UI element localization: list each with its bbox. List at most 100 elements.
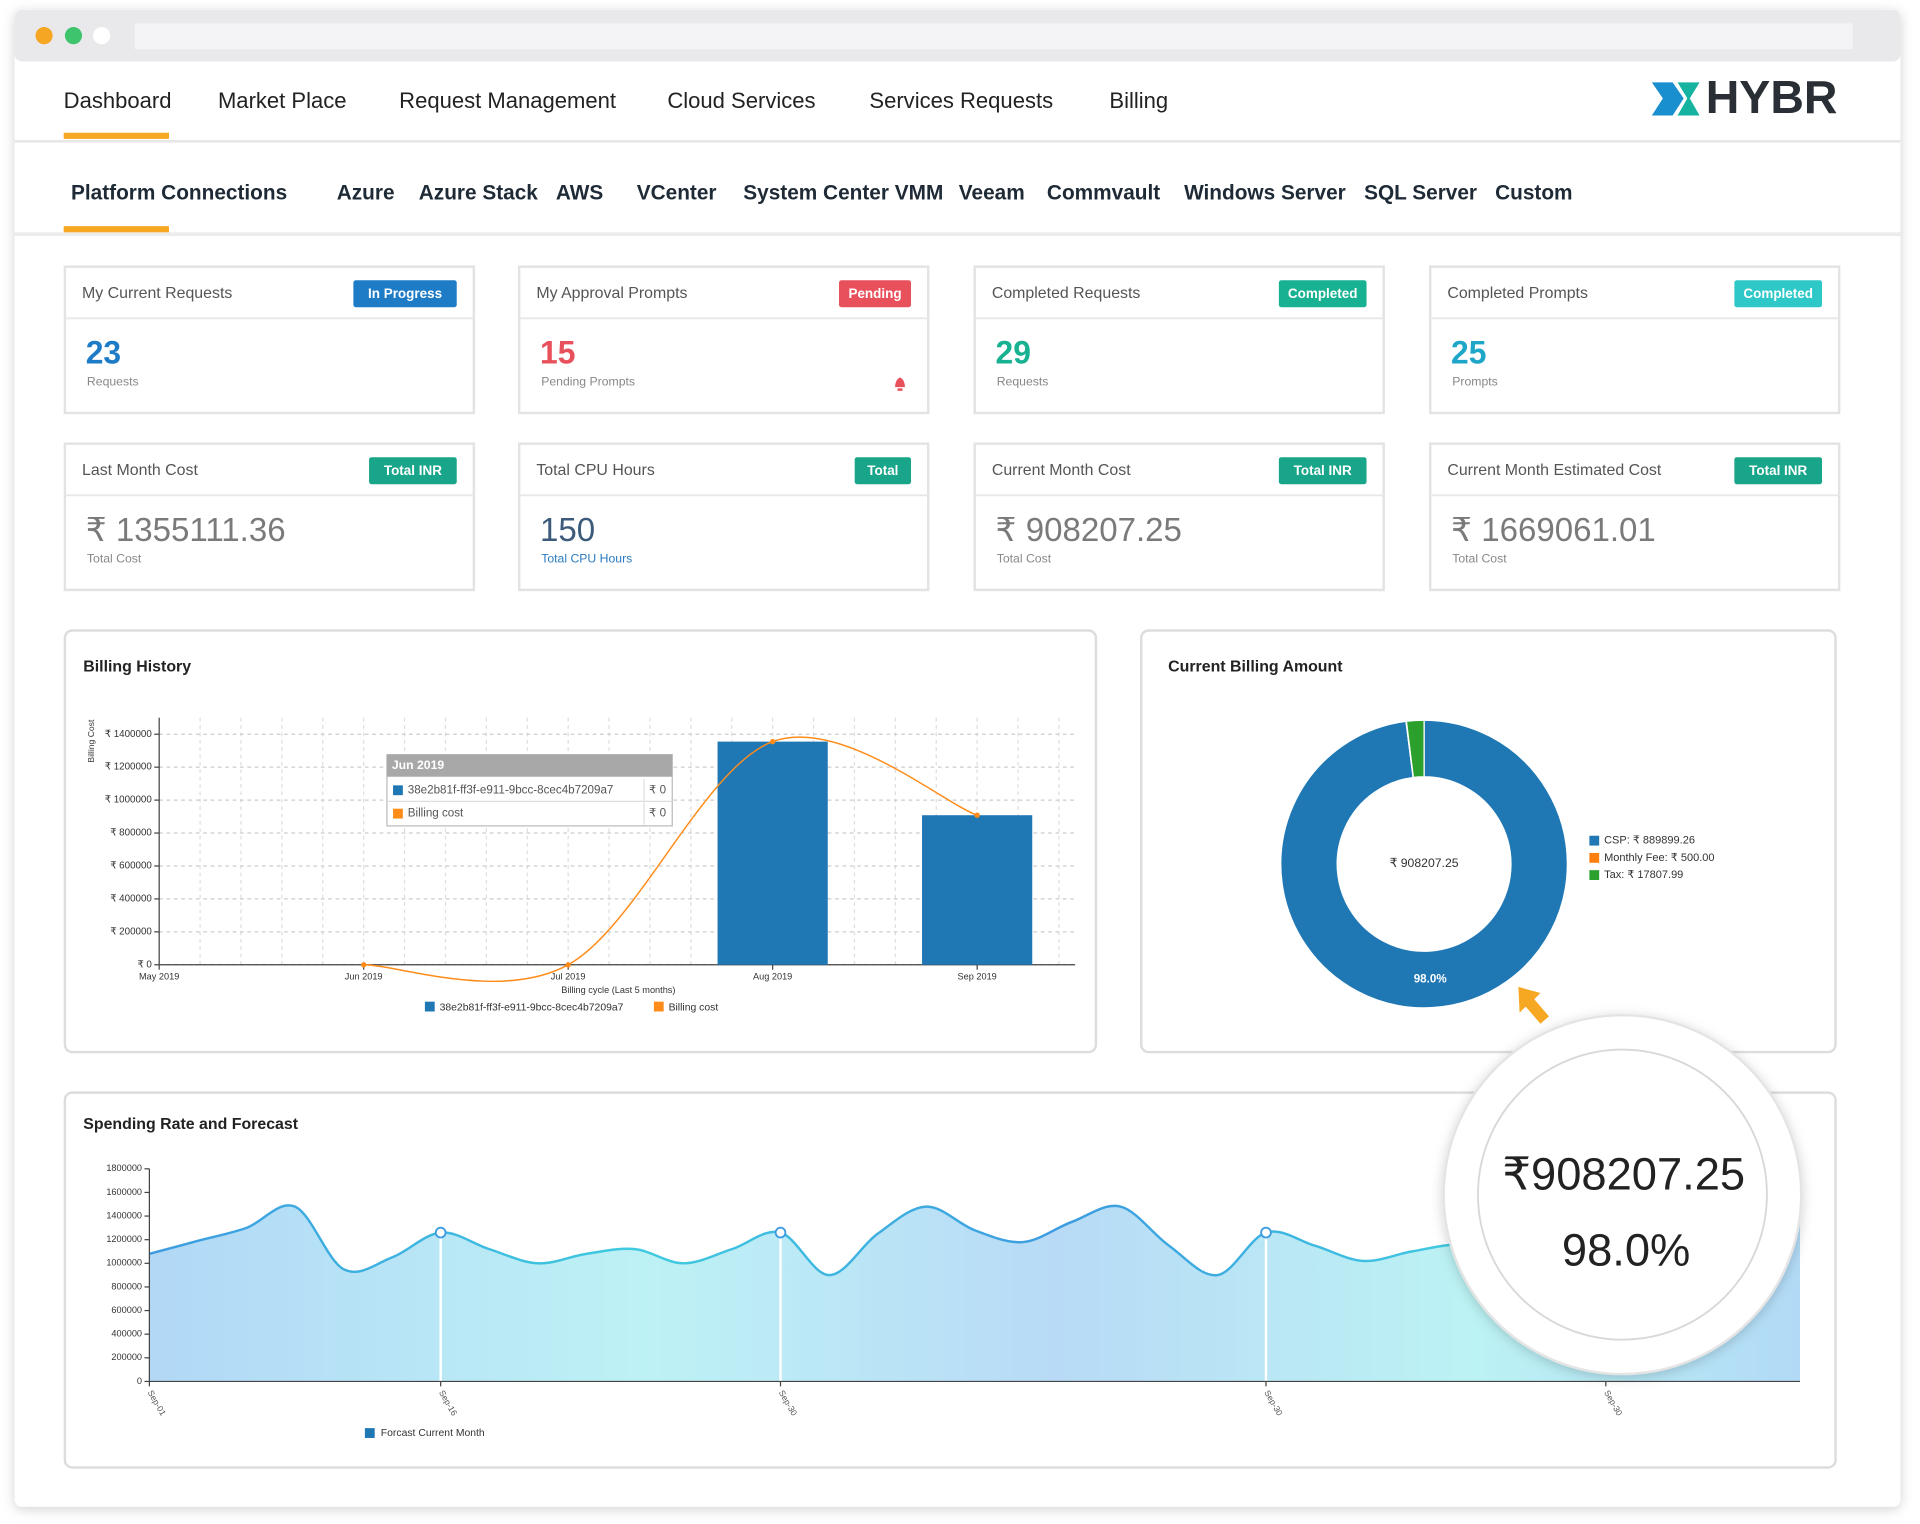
tooltip-name: Billing cost bbox=[408, 807, 464, 820]
logo-text: HYBR bbox=[1706, 71, 1838, 123]
legend-swatch bbox=[424, 1001, 435, 1012]
subnav-item[interactable]: Veeam bbox=[959, 182, 1025, 205]
subnav-item[interactable]: Platform Connections bbox=[71, 182, 287, 205]
stat-card: Current Month Cost Total INR ₹ 908207.25 To… bbox=[973, 442, 1385, 592]
card-unit: Total Cost bbox=[997, 551, 1052, 565]
chart-title: Current Billing Amount bbox=[1168, 659, 1343, 676]
address-bar bbox=[134, 23, 1853, 50]
nav-item[interactable]: Market Place bbox=[218, 88, 347, 113]
y-tick-label: ₹ 1400000 bbox=[105, 729, 153, 740]
badge-text: In Progress bbox=[368, 286, 442, 301]
badge-text: Total INR bbox=[1294, 463, 1352, 478]
active-underline bbox=[63, 132, 169, 139]
badge bbox=[839, 280, 912, 308]
tooltip-swatch bbox=[393, 808, 403, 819]
line bbox=[363, 736, 978, 983]
badge bbox=[353, 280, 457, 308]
line-point bbox=[360, 962, 367, 968]
tooltip-header bbox=[386, 754, 673, 777]
point-marker bbox=[1260, 1226, 1272, 1239]
donut-center-label: ₹ 908207.25 bbox=[1390, 856, 1459, 870]
stat-card: Current Month Estimated Cost Total INR ₹ 1… bbox=[1428, 442, 1841, 592]
nav-item[interactable]: Cloud Services bbox=[667, 88, 815, 113]
card-value: ₹ 1669061.01 bbox=[1451, 512, 1656, 549]
x-tick-label: Aug 2019 bbox=[753, 972, 792, 982]
badge-text: Pending bbox=[848, 286, 901, 301]
y-tick-label: ₹ 600000 bbox=[110, 861, 152, 872]
badge-text: Completed bbox=[1288, 286, 1358, 301]
nav-divider bbox=[14, 140, 1901, 143]
y-tick-label: 1600000 bbox=[106, 1187, 142, 1197]
subnav-item[interactable]: VCenter bbox=[637, 182, 717, 205]
y-tick-label: ₹ 0 bbox=[137, 959, 152, 970]
card-title: Total CPU Hours bbox=[536, 462, 654, 479]
badge bbox=[1278, 457, 1367, 485]
subnav-item[interactable]: Azure bbox=[337, 182, 395, 205]
card-title: Last Month Cost bbox=[82, 462, 198, 479]
bell-icon bbox=[895, 377, 905, 391]
x-tick-label: May 2019 bbox=[139, 972, 179, 982]
card-title: Completed Prompts bbox=[1447, 285, 1588, 302]
legend-swatch bbox=[364, 1428, 375, 1438]
subnav-item[interactable]: Windows Server bbox=[1184, 182, 1346, 205]
card-title: My Current Requests bbox=[82, 285, 232, 302]
legend-swatch bbox=[1589, 870, 1600, 880]
nav-item[interactable]: Billing bbox=[1109, 88, 1168, 113]
donut-slice bbox=[1405, 719, 1425, 779]
card-title: My Approval Prompts bbox=[536, 285, 687, 302]
card-unit: Total Cost bbox=[87, 551, 142, 565]
tooltip: Jun 2019 38e2b81f-ff3f-e911-9bcc-8cec4b72… bbox=[386, 754, 673, 827]
slice-label: 98.0% bbox=[1414, 973, 1448, 986]
window-dot bbox=[93, 27, 111, 45]
nav-item[interactable]: Services Requests bbox=[869, 88, 1053, 113]
badge bbox=[1734, 280, 1823, 308]
subnav-item[interactable]: Commvault bbox=[1047, 182, 1160, 205]
nav-item[interactable]: Request Management bbox=[399, 88, 616, 113]
y-tick-label: 1000000 bbox=[106, 1258, 142, 1268]
tooltip-title: Jun 2019 bbox=[392, 758, 445, 772]
y-tick-label: ₹ 200000 bbox=[110, 926, 152, 937]
y-tick-label: 1400000 bbox=[106, 1210, 142, 1220]
area bbox=[149, 1205, 1801, 1382]
card-title: Current Month Cost bbox=[992, 462, 1131, 479]
active-underline bbox=[63, 226, 169, 233]
y-tick-label: 800000 bbox=[111, 1281, 142, 1291]
badge-text: Total INR bbox=[1749, 463, 1807, 478]
y-tick-label: 1200000 bbox=[106, 1234, 142, 1244]
legend-label: CSP: ₹ 889899.26 bbox=[1604, 835, 1695, 847]
badge bbox=[1278, 280, 1367, 308]
badge bbox=[369, 457, 457, 485]
nav-item[interactable]: Dashboard bbox=[64, 88, 172, 113]
chart-title: Billing History bbox=[83, 659, 191, 676]
magnifier: ₹908207.25 98.0% bbox=[1442, 1013, 1803, 1376]
tooltip-value: ₹ 0 bbox=[649, 807, 667, 820]
card-unit: Pending Prompts bbox=[541, 374, 635, 388]
subnav-item[interactable]: Azure Stack bbox=[419, 182, 539, 205]
badge bbox=[1734, 457, 1823, 485]
legend-label: Billing cost bbox=[669, 1003, 719, 1014]
y-tick-label: 0 bbox=[137, 1376, 142, 1386]
zoom-percent: 98.0% bbox=[1562, 1225, 1690, 1276]
y-tick-label: 600000 bbox=[111, 1305, 142, 1315]
bar bbox=[922, 815, 1033, 965]
subnav-item[interactable]: AWS bbox=[556, 182, 603, 205]
x-axis-label: Billing cycle (Last 5 months) bbox=[561, 985, 675, 995]
line-point bbox=[565, 962, 571, 968]
legend-swatch bbox=[653, 1001, 664, 1012]
subnav-item[interactable]: System Center VMM bbox=[743, 182, 943, 205]
magnifier-ring bbox=[1477, 1048, 1768, 1341]
stat-card: My Approval Prompts Pending 15 Pending Prom… bbox=[517, 265, 930, 415]
badge bbox=[854, 457, 912, 485]
legend-label: Monthly Fee: ₹ 500.00 bbox=[1604, 852, 1714, 864]
card-value: 25 bbox=[1451, 335, 1486, 371]
subnav-item[interactable]: Custom bbox=[1495, 182, 1572, 205]
point-marker bbox=[774, 1226, 787, 1239]
zoom-amount: ₹908207.25 bbox=[1502, 1148, 1745, 1199]
stat-card: My Current Requests In Progress 23 Requests bbox=[63, 265, 476, 415]
y-tick-label: 400000 bbox=[111, 1329, 142, 1339]
card-unit: Total CPU Hours bbox=[541, 551, 632, 565]
subnav-item[interactable]: SQL Server bbox=[1364, 182, 1477, 205]
card-value: 15 bbox=[540, 335, 575, 371]
logo: HYBR bbox=[1651, 71, 1838, 123]
stat-card: Last Month Cost Total INR ₹ 1355111.36 Tota… bbox=[63, 442, 476, 592]
